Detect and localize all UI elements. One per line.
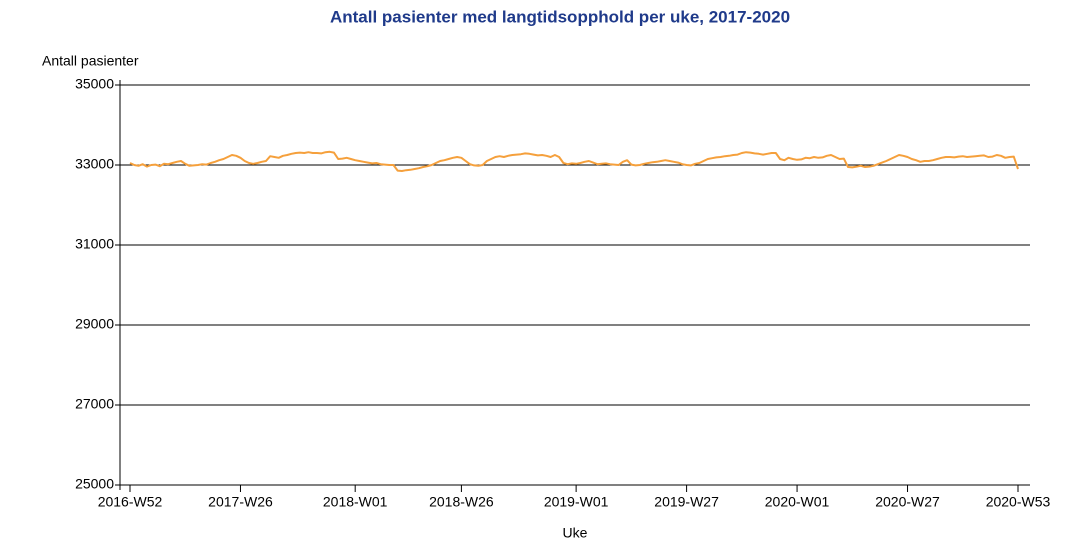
- x-tick-label: 2020-W01: [765, 494, 830, 510]
- x-axis-label: Uke: [563, 525, 588, 541]
- chart-title: Antall pasienter med langtidsopphold per…: [330, 7, 790, 26]
- y-tick-label: 27000: [75, 396, 114, 412]
- y-axis-label: Antall pasienter: [42, 53, 139, 69]
- x-tick-label: 2018-W26: [429, 494, 494, 510]
- y-tick-label: 31000: [75, 236, 114, 252]
- x-tick-label: 2020-W27: [875, 494, 940, 510]
- x-tick-label: 2018-W01: [323, 494, 388, 510]
- x-tick-label: 2016-W52: [98, 494, 163, 510]
- x-tick-label: 2017-W26: [208, 494, 273, 510]
- data-line: [129, 150, 1019, 172]
- y-tick-label: 33000: [75, 156, 114, 172]
- y-tick-label: 25000: [75, 476, 114, 492]
- x-tick-label: 2019-W01: [544, 494, 609, 510]
- y-tick-label: 29000: [75, 316, 114, 332]
- y-tick-label: 35000: [75, 76, 114, 92]
- x-tick-label: 2019-W27: [654, 494, 719, 510]
- x-tick-label: 2020-W53: [986, 494, 1051, 510]
